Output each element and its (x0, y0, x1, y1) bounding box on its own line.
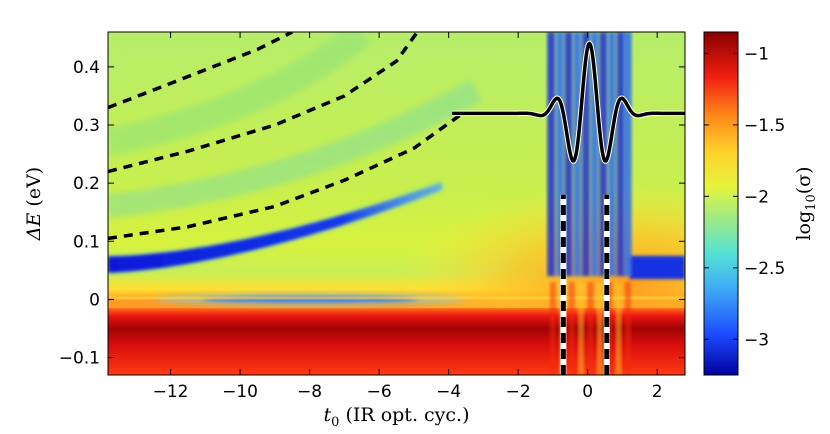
y-tick-label: 0.3 (73, 116, 100, 136)
y-axis-title-rest: (eV) (23, 167, 45, 213)
colorbar-title-fn: log (793, 211, 815, 241)
x-tick-label: 0 (582, 382, 593, 402)
colorbar-ticks: −3 −2.5 −2 −1.5 −1 (704, 44, 785, 350)
x-axis-title: t0 (IR opt. cyc.) (323, 404, 469, 430)
colorbar-title: log10(σ) (793, 166, 819, 240)
x-tick-label: −8 (297, 382, 322, 402)
sideband-curve-1 (108, 32, 294, 110)
colorbar-tick-label: −3 (744, 330, 769, 350)
y-tick-label: 0.4 (73, 58, 100, 78)
y-axis-title: ΔE (eV) (23, 167, 45, 241)
heatmap-blue-resonance-band (108, 182, 442, 273)
y-axis-title-var: ΔE (23, 212, 45, 241)
x-axis-title-sub: 0 (331, 415, 339, 430)
axes: −12 −10 −8 −6 −4 −2 0 2 −0.1 0 0.1 0.2 0.3 0.4 (59, 32, 685, 402)
x-tick-label: 2 (652, 382, 663, 402)
heatmap-lower-stripe-7 (615, 281, 622, 375)
overlay-curves (108, 32, 685, 375)
heatmap-lower-stripe-2 (568, 281, 575, 375)
heatmap-stripe-1 (555, 32, 564, 277)
colorbar-tick-label: −1 (744, 44, 769, 64)
heatmap-cyan-band (108, 79, 483, 219)
x-tick-label: −10 (222, 382, 258, 402)
heatmap-right-blue-band (629, 255, 685, 280)
heatmap-stripe-5 (590, 32, 599, 277)
heatmap-field (108, 32, 685, 375)
heatmap-green-band (108, 32, 371, 157)
y-tick-label: 0 (89, 290, 100, 310)
heatmap-stripe-9 (623, 32, 632, 277)
colorbar-tick-label: −2.5 (744, 259, 785, 279)
heatmap-lower-stripe-3 (578, 281, 585, 375)
colorbar-title-sub: 10 (804, 194, 819, 211)
heatmap-stripe-7 (608, 32, 617, 277)
colorbar-tick-label: −1.5 (744, 116, 785, 136)
colorbar-title-rest: (σ) (793, 166, 815, 194)
sideband-curve-2 (108, 32, 419, 174)
x-axis-title-var: t (323, 404, 331, 426)
heatmap-orange-region (396, 183, 685, 312)
heatmap-zero-line (108, 296, 685, 300)
x-tick-label: −2 (506, 382, 531, 402)
heatmap-stripe-4 (581, 32, 590, 277)
y-tick-label: 0.2 (73, 174, 100, 194)
x-axis-title-rest: (IR opt. cyc.) (339, 404, 469, 426)
heatmap-lower-stripe-5 (596, 281, 603, 375)
y-tick-label: 0.1 (73, 232, 100, 252)
heatmap-stripe-0 (547, 32, 556, 277)
plot-frame (107, 31, 686, 376)
colorbar: −3 −2.5 −2 −1.5 −1 (703, 31, 785, 376)
heatmap-lower-stripe-8 (624, 281, 631, 375)
y-tick-label: −0.1 (59, 349, 100, 369)
heatmap-stripe-8 (616, 32, 625, 277)
colorbar-tick-label: −2 (744, 187, 769, 207)
heatmap-lower-stripe-4 (587, 281, 594, 375)
x-tick-label: −6 (367, 382, 392, 402)
x-tick-label: −12 (153, 382, 189, 402)
colorbar-gradient (703, 31, 739, 376)
heatmap-lower-stripe-0 (549, 281, 556, 375)
x-tick-label: −4 (436, 382, 461, 402)
pulse-waveform (452, 41, 685, 163)
sideband-curve-3 (108, 111, 464, 241)
